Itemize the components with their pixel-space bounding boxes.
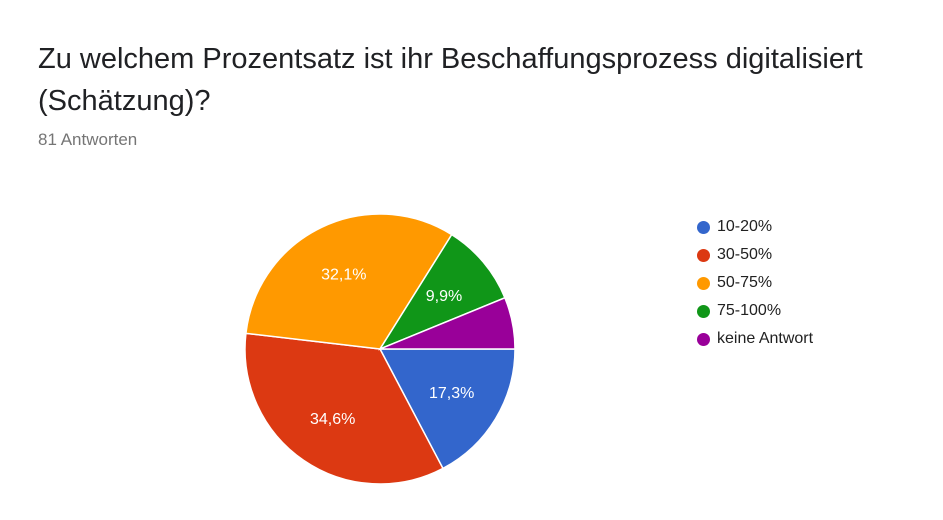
pie-slice-75-100[interactable] xyxy=(378,233,506,351)
legend-item[interactable]: 50-75% xyxy=(697,269,813,297)
pie-slice-10-20[interactable] xyxy=(378,348,516,470)
chart-legend: 10-20% 30-50% 50-75% 75-100% keine Antwort xyxy=(697,213,813,353)
slice-data-label: 17,3% xyxy=(429,385,474,402)
slice-data-label: 9,9% xyxy=(426,288,462,305)
legend-swatch xyxy=(697,304,710,318)
slice-data-label: 32,1% xyxy=(321,267,366,284)
legend-label: 75-100% xyxy=(717,302,782,319)
legend-item[interactable]: keine Antwort xyxy=(697,325,813,353)
legend-item[interactable]: 30-50% xyxy=(697,241,813,269)
legend-label: 30-50% xyxy=(717,246,773,263)
legend-swatch xyxy=(697,332,710,346)
question-title: Zu welchem Prozentsatz ist ihr Beschaffu… xyxy=(38,43,863,117)
pie-slice-keine-antwort[interactable] xyxy=(379,296,516,350)
legend-swatch xyxy=(697,248,710,262)
legend-item[interactable]: 75-100% xyxy=(697,297,813,325)
legend-swatch xyxy=(697,276,710,290)
legend-label: 50-75% xyxy=(717,274,773,291)
legend-label: 10-20% xyxy=(717,218,773,235)
slice-data-label: 34,6% xyxy=(310,411,355,428)
response-count: 81 Antworten xyxy=(38,130,138,149)
pie-slice-30-50[interactable] xyxy=(244,332,444,485)
pie-slice-50-75[interactable] xyxy=(245,213,453,350)
legend-item[interactable]: 10-20% xyxy=(697,213,813,241)
legend-swatch xyxy=(697,220,710,234)
legend-label: keine Antwort xyxy=(717,330,814,347)
